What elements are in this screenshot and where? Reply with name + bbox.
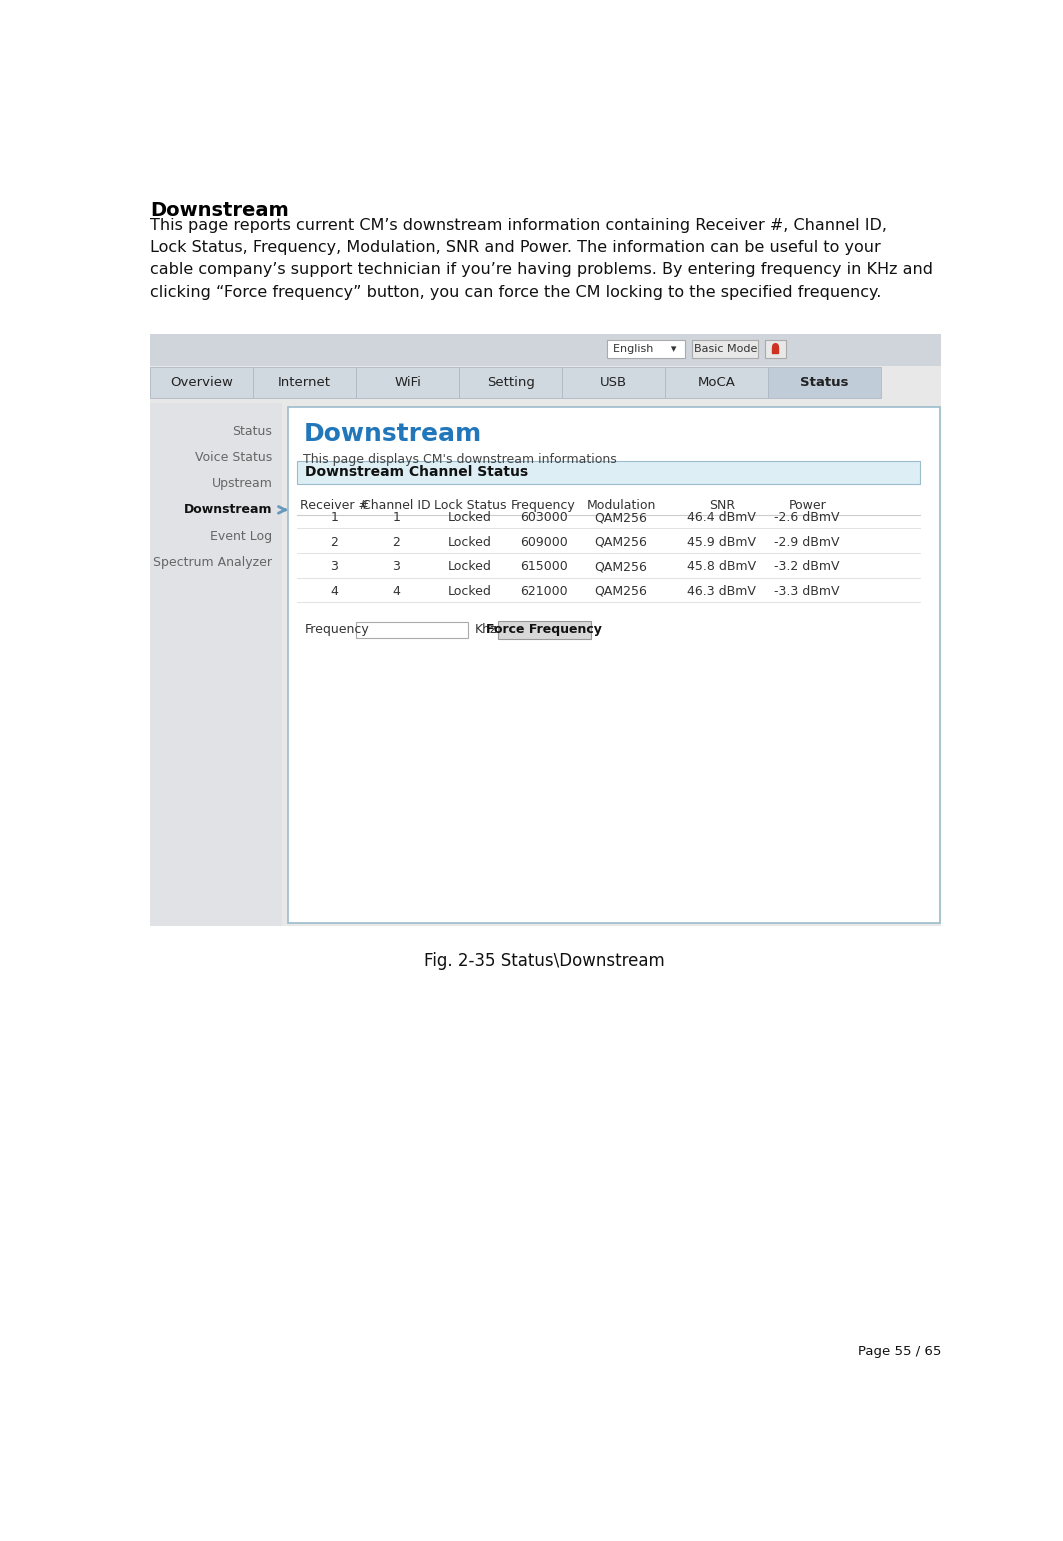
FancyBboxPatch shape [497, 621, 591, 640]
FancyBboxPatch shape [253, 367, 356, 398]
Text: Internet: Internet [279, 376, 331, 390]
Text: QAM256: QAM256 [594, 586, 647, 598]
Text: 46.3 dBmV: 46.3 dBmV [688, 586, 756, 598]
Text: WiFi: WiFi [394, 376, 421, 390]
Text: 3: 3 [392, 561, 401, 573]
Text: Basic Mode: Basic Mode [694, 344, 757, 354]
FancyBboxPatch shape [769, 367, 881, 398]
Text: 2: 2 [331, 536, 338, 549]
Text: 4: 4 [331, 586, 338, 598]
Text: 2: 2 [392, 536, 401, 549]
Text: Frequency: Frequency [305, 624, 370, 636]
Text: Khz: Khz [475, 624, 497, 636]
Text: Locked: Locked [449, 561, 492, 573]
Text: Voice Status: Voice Status [196, 452, 272, 464]
FancyBboxPatch shape [692, 339, 758, 358]
FancyBboxPatch shape [459, 367, 562, 398]
Text: Fig. 2-35 Status\Downstream: Fig. 2-35 Status\Downstream [424, 952, 664, 971]
Text: 603000: 603000 [520, 512, 568, 524]
Text: Locked: Locked [449, 512, 492, 524]
Text: English     ▾: English ▾ [613, 344, 677, 354]
Text: 1: 1 [331, 512, 338, 524]
Text: Downstream Channel Status: Downstream Channel Status [305, 465, 528, 479]
Text: Overview: Overview [170, 376, 233, 390]
Text: 45.9 dBmV: 45.9 dBmV [688, 536, 757, 549]
Text: Downstream: Downstream [303, 422, 482, 445]
Text: Locked: Locked [449, 586, 492, 598]
Text: 609000: 609000 [520, 536, 568, 549]
Text: Event Log: Event Log [210, 530, 272, 542]
Text: Lock Status: Lock Status [434, 499, 506, 512]
Text: QAM256: QAM256 [594, 536, 647, 549]
FancyBboxPatch shape [356, 621, 469, 638]
Text: Page 55 / 65: Page 55 / 65 [858, 1345, 941, 1358]
Text: 621000: 621000 [520, 586, 568, 598]
Text: USB: USB [601, 376, 627, 390]
Text: QAM256: QAM256 [594, 561, 647, 573]
Text: 615000: 615000 [520, 561, 568, 573]
Text: 4: 4 [392, 586, 401, 598]
Text: Locked: Locked [449, 536, 492, 549]
Text: 3: 3 [331, 561, 338, 573]
Text: Channel ID: Channel ID [362, 499, 431, 512]
FancyBboxPatch shape [288, 407, 940, 923]
Text: -2.6 dBmV: -2.6 dBmV [774, 512, 840, 524]
Text: Force Frequency: Force Frequency [487, 624, 603, 636]
Text: 45.8 dBmV: 45.8 dBmV [688, 561, 757, 573]
Text: This page reports current CM’s downstream information containing Receiver #, Cha: This page reports current CM’s downstrea… [150, 217, 933, 299]
Text: Upstream: Upstream [212, 478, 272, 490]
Text: -3.2 dBmV: -3.2 dBmV [774, 561, 840, 573]
Text: Modulation: Modulation [587, 499, 656, 512]
FancyBboxPatch shape [356, 367, 459, 398]
Text: Downstream: Downstream [150, 200, 289, 220]
FancyBboxPatch shape [665, 367, 769, 398]
FancyBboxPatch shape [607, 339, 685, 358]
FancyBboxPatch shape [150, 333, 941, 926]
Text: This page displays CM's downstream informations: This page displays CM's downstream infor… [303, 453, 618, 465]
FancyBboxPatch shape [298, 461, 919, 484]
Text: Status: Status [233, 425, 272, 438]
Text: SNR: SNR [709, 499, 735, 512]
FancyBboxPatch shape [150, 367, 253, 398]
Text: -2.9 dBmV: -2.9 dBmV [774, 536, 840, 549]
Text: Frequency: Frequency [511, 499, 576, 512]
Text: 1: 1 [392, 512, 401, 524]
Text: Spectrum Analyzer: Spectrum Analyzer [153, 556, 272, 569]
FancyBboxPatch shape [562, 367, 665, 398]
Text: -3.3 dBmV: -3.3 dBmV [774, 586, 840, 598]
Text: Status: Status [800, 376, 849, 390]
Text: Power: Power [789, 499, 826, 512]
FancyBboxPatch shape [150, 402, 282, 926]
Text: QAM256: QAM256 [594, 512, 647, 524]
Text: Downstream: Downstream [184, 504, 272, 516]
Text: 46.4 dBmV: 46.4 dBmV [688, 512, 756, 524]
Text: Receiver #: Receiver # [300, 499, 369, 512]
FancyBboxPatch shape [764, 339, 787, 358]
Text: Setting: Setting [487, 376, 535, 390]
FancyBboxPatch shape [150, 333, 941, 365]
Text: MoCA: MoCA [698, 376, 736, 390]
